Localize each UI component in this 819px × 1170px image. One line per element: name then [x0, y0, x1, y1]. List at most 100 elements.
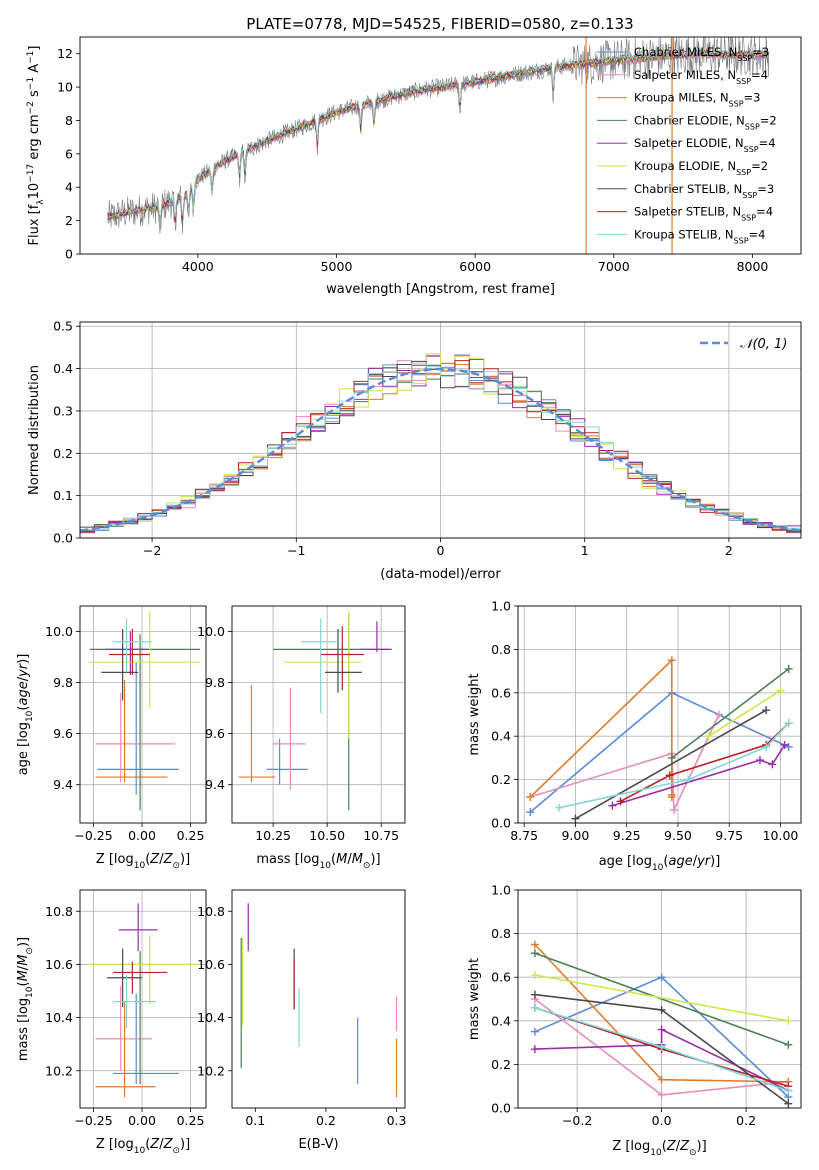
y-tick-label: 10.6: [45, 957, 73, 972]
axes-frame: [79, 321, 802, 539]
x-axis-label-part: (: [145, 852, 150, 867]
axes-frame: [79, 605, 207, 824]
y-tick-label: 10.2: [197, 1063, 225, 1078]
x-tick-label: 5000: [321, 259, 353, 274]
weight-lines: [530, 940, 793, 1108]
weight-marker: [657, 1025, 666, 1034]
weight-marker: [762, 706, 771, 715]
error-bars: [238, 611, 393, 811]
x-tick-label: 10.75: [363, 828, 399, 843]
x-axis-label-part: Z: [163, 852, 174, 867]
x-tick-label: 10.00: [763, 828, 799, 843]
x-axis-label: wavelength [Angstrom, rest frame]: [326, 282, 555, 297]
y-axis-label-part: 10: [25, 986, 35, 998]
y-tick-label: 6: [65, 146, 73, 161]
x-tick-label: 9.25: [613, 828, 641, 843]
y-tick-label: 10.4: [197, 1010, 225, 1025]
y-tick-label: 9.8: [205, 675, 225, 690]
legend-label-part: SSP: [742, 190, 757, 199]
model-spectrum: [107, 48, 770, 230]
weight-line: [530, 714, 720, 811]
x-tick-label: 6000: [459, 259, 491, 274]
weight-marker: [526, 792, 535, 801]
y-axis-label: mass weight: [467, 958, 482, 1040]
x-axis-label-part: Z: [666, 1139, 677, 1154]
x-tick-label: 9.00: [561, 828, 589, 843]
x-tick-label: 0.0: [652, 1113, 672, 1128]
weight-marker: [657, 1075, 666, 1084]
y-tick-label: 0.6: [491, 970, 511, 985]
weight-marker: [657, 1090, 666, 1099]
x-axis-label-part: M: [336, 852, 347, 867]
y-axis-label-part: −17: [26, 164, 36, 183]
x-tick-label: −2: [143, 543, 161, 558]
legend-label-part: SSP: [745, 122, 760, 131]
legend-label-part: SSP: [729, 99, 744, 108]
legend-label-part: Chabrier ELODIE, N: [634, 113, 745, 127]
x-axis-label-part: ⊙: [689, 1148, 697, 1158]
y-tick-label: 9.6: [53, 726, 73, 741]
weight-marker: [657, 973, 666, 982]
legend-label-part: Salpeter MILES, N: [634, 68, 736, 82]
weight-marker: [684, 775, 693, 784]
y-axis-label-part: yr: [16, 662, 31, 678]
x-axis-label-part: Z [log: [96, 1137, 134, 1152]
spectrum-lines: [107, 37, 770, 254]
error-bars: [87, 611, 201, 811]
y-tick-label: 10.6: [197, 957, 225, 972]
y-axis-label-part: )]: [16, 937, 31, 947]
error-bars: [87, 903, 201, 1098]
y-axis-label-part: /: [16, 676, 31, 681]
y-tick-label: 0.4: [491, 1013, 511, 1028]
x-axis-label-part: /: [693, 854, 698, 869]
legend-label-part: SSP: [737, 54, 752, 63]
panel-age-vs-Z: −0.25 0.00 0.259.49.69.810.0Z [log10(Z/Z⊙)…: [16, 605, 207, 871]
x-axis-label-part: M: [352, 852, 363, 867]
y-axis-label-part: −2: [26, 101, 36, 114]
histograms: [80, 353, 801, 534]
axes-frame: [231, 889, 406, 1109]
weight-marker: [530, 990, 539, 999]
legend-label: Salpeter STELIB, NSSP=4: [634, 205, 773, 223]
weight-marker: [530, 1045, 539, 1054]
legend-label: Chabrier MILES, NSSP=3: [634, 45, 769, 63]
x-axis-label-part: Z [log: [96, 852, 134, 867]
x-axis-label-part: (: [662, 1139, 667, 1154]
x-axis-label: E(B-V): [298, 1137, 338, 1152]
weight-marker: [530, 1027, 539, 1036]
x-tick-label: 0.2: [736, 1113, 756, 1128]
legend-label: Kroupa STELIB, NSSP=4: [634, 227, 765, 245]
x-tick-label: 0: [437, 543, 445, 558]
y-axis-label-part: s: [27, 90, 42, 101]
weight-marker: [784, 664, 793, 673]
weight-marker: [667, 792, 676, 801]
y-axis-label-part: −1: [26, 77, 36, 90]
weight-lines: [526, 656, 793, 823]
x-axis-label-part: )]: [370, 852, 380, 867]
x-axis-label-part: age [log: [599, 854, 652, 869]
y-tick-label: 10.8: [197, 904, 225, 919]
y-tick-label: 0.0: [53, 531, 73, 546]
x-axis-label-part: Z: [149, 1137, 160, 1152]
weight-marker: [762, 743, 771, 752]
x-axis-label-part: 10: [134, 861, 146, 871]
x-axis-label-part: /: [347, 852, 352, 867]
x-tick-label: 0.3: [387, 1113, 407, 1128]
x-tick-label: 0.2: [316, 1113, 336, 1128]
x-tick-label: 0.25: [177, 828, 205, 843]
x-axis-label-part: Z: [163, 1137, 174, 1152]
y-axis-label-part: age [log: [16, 722, 31, 775]
legend-label-part: =4: [756, 205, 773, 219]
y-tick-label: 10.8: [45, 904, 73, 919]
y-axis-label: mass weight: [467, 673, 482, 755]
y-axis-label-part: erg cm: [27, 114, 42, 163]
x-axis-label: (data-model)/error: [380, 567, 501, 582]
legend-label: Kroupa ELODIE, NSSP=2: [634, 159, 768, 177]
weight-line: [534, 1028, 789, 1092]
x-axis-label-part: /: [159, 1137, 164, 1152]
weight-marker: [530, 1003, 539, 1012]
legend-label-part: SSP: [736, 168, 751, 177]
